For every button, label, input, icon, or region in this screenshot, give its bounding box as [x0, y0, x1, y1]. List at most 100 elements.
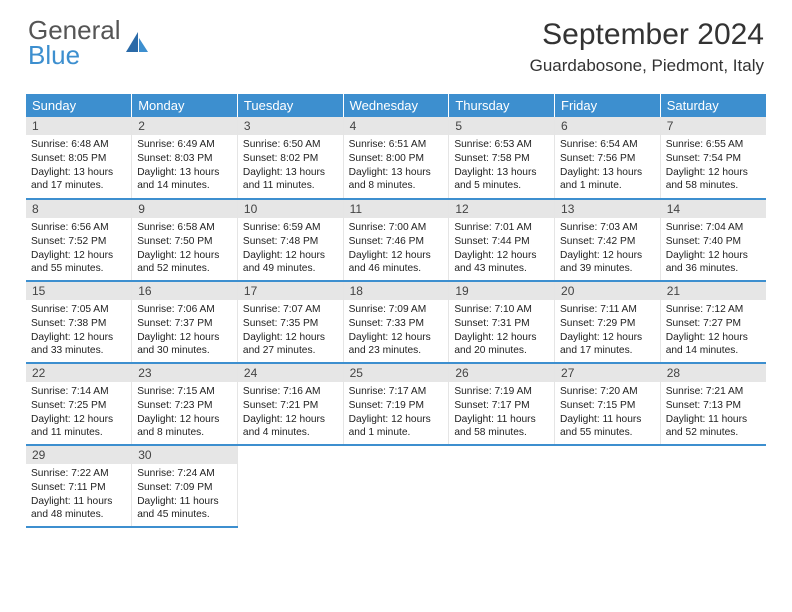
location: Guardabosone, Piedmont, Italy: [530, 56, 764, 76]
calendar-row: 29Sunrise: 7:22 AMSunset: 7:11 PMDayligh…: [26, 445, 766, 527]
day-body: Sunrise: 6:51 AMSunset: 8:00 PMDaylight:…: [344, 135, 449, 197]
day-number: 14: [661, 200, 766, 218]
logo-sail-icon: [124, 30, 150, 56]
day-cell: 20Sunrise: 7:11 AMSunset: 7:29 PMDayligh…: [555, 281, 661, 363]
day-body: Sunrise: 7:14 AMSunset: 7:25 PMDaylight:…: [26, 382, 131, 444]
empty-cell: [237, 445, 343, 527]
day-number: 30: [132, 446, 237, 464]
day-cell: 27Sunrise: 7:20 AMSunset: 7:15 PMDayligh…: [555, 363, 661, 445]
day-cell: 6Sunrise: 6:54 AMSunset: 7:56 PMDaylight…: [555, 117, 661, 199]
day-number: 8: [26, 200, 131, 218]
calendar-body: 1Sunrise: 6:48 AMSunset: 8:05 PMDaylight…: [26, 117, 766, 527]
day-number: 24: [238, 364, 343, 382]
day-cell: 11Sunrise: 7:00 AMSunset: 7:46 PMDayligh…: [343, 199, 449, 281]
day-body: Sunrise: 7:03 AMSunset: 7:42 PMDaylight:…: [555, 218, 660, 280]
day-number: 18: [344, 282, 449, 300]
day-body: Sunrise: 7:16 AMSunset: 7:21 PMDaylight:…: [238, 382, 343, 444]
weekday-header: Saturday: [660, 94, 766, 117]
day-body: Sunrise: 7:07 AMSunset: 7:35 PMDaylight:…: [238, 300, 343, 362]
day-number: 9: [132, 200, 237, 218]
day-body: Sunrise: 7:11 AMSunset: 7:29 PMDaylight:…: [555, 300, 660, 362]
day-body: Sunrise: 6:49 AMSunset: 8:03 PMDaylight:…: [132, 135, 237, 197]
day-body: Sunrise: 7:20 AMSunset: 7:15 PMDaylight:…: [555, 382, 660, 444]
day-cell: 17Sunrise: 7:07 AMSunset: 7:35 PMDayligh…: [237, 281, 343, 363]
weekday-header: Tuesday: [237, 94, 343, 117]
day-number: 20: [555, 282, 660, 300]
month-title: September 2024: [530, 18, 764, 52]
day-number: 6: [555, 117, 660, 135]
weekday-header-row: SundayMondayTuesdayWednesdayThursdayFrid…: [26, 94, 766, 117]
day-body: Sunrise: 7:15 AMSunset: 7:23 PMDaylight:…: [132, 382, 237, 444]
day-body: Sunrise: 6:56 AMSunset: 7:52 PMDaylight:…: [26, 218, 131, 280]
day-cell: 25Sunrise: 7:17 AMSunset: 7:19 PMDayligh…: [343, 363, 449, 445]
weekday-header: Wednesday: [343, 94, 449, 117]
day-body: Sunrise: 7:04 AMSunset: 7:40 PMDaylight:…: [661, 218, 766, 280]
day-number: 16: [132, 282, 237, 300]
day-cell: 7Sunrise: 6:55 AMSunset: 7:54 PMDaylight…: [660, 117, 766, 199]
header: General Blue September 2024 Guardabosone…: [0, 0, 792, 86]
weekday-header: Monday: [132, 94, 238, 117]
day-cell: 21Sunrise: 7:12 AMSunset: 7:27 PMDayligh…: [660, 281, 766, 363]
day-cell: 28Sunrise: 7:21 AMSunset: 7:13 PMDayligh…: [660, 363, 766, 445]
logo-text: General Blue: [28, 18, 121, 67]
calendar-row: 15Sunrise: 7:05 AMSunset: 7:38 PMDayligh…: [26, 281, 766, 363]
calendar-row: 22Sunrise: 7:14 AMSunset: 7:25 PMDayligh…: [26, 363, 766, 445]
calendar-row: 8Sunrise: 6:56 AMSunset: 7:52 PMDaylight…: [26, 199, 766, 281]
day-cell: 19Sunrise: 7:10 AMSunset: 7:31 PMDayligh…: [449, 281, 555, 363]
day-body: Sunrise: 7:05 AMSunset: 7:38 PMDaylight:…: [26, 300, 131, 362]
day-number: 7: [661, 117, 766, 135]
day-body: Sunrise: 6:58 AMSunset: 7:50 PMDaylight:…: [132, 218, 237, 280]
day-cell: 13Sunrise: 7:03 AMSunset: 7:42 PMDayligh…: [555, 199, 661, 281]
day-number: 4: [344, 117, 449, 135]
day-cell: 23Sunrise: 7:15 AMSunset: 7:23 PMDayligh…: [132, 363, 238, 445]
day-cell: 2Sunrise: 6:49 AMSunset: 8:03 PMDaylight…: [132, 117, 238, 199]
day-body: Sunrise: 7:09 AMSunset: 7:33 PMDaylight:…: [344, 300, 449, 362]
day-body: Sunrise: 7:24 AMSunset: 7:09 PMDaylight:…: [132, 464, 237, 526]
day-number: 23: [132, 364, 237, 382]
day-cell: 30Sunrise: 7:24 AMSunset: 7:09 PMDayligh…: [132, 445, 238, 527]
day-cell: 14Sunrise: 7:04 AMSunset: 7:40 PMDayligh…: [660, 199, 766, 281]
day-cell: 3Sunrise: 6:50 AMSunset: 8:02 PMDaylight…: [237, 117, 343, 199]
day-body: Sunrise: 6:59 AMSunset: 7:48 PMDaylight:…: [238, 218, 343, 280]
empty-cell: [449, 445, 555, 527]
day-body: Sunrise: 7:01 AMSunset: 7:44 PMDaylight:…: [449, 218, 554, 280]
day-cell: 16Sunrise: 7:06 AMSunset: 7:37 PMDayligh…: [132, 281, 238, 363]
day-body: Sunrise: 7:21 AMSunset: 7:13 PMDaylight:…: [661, 382, 766, 444]
day-number: 5: [449, 117, 554, 135]
day-number: 11: [344, 200, 449, 218]
calendar-row: 1Sunrise: 6:48 AMSunset: 8:05 PMDaylight…: [26, 117, 766, 199]
day-number: 15: [26, 282, 131, 300]
day-cell: 5Sunrise: 6:53 AMSunset: 7:58 PMDaylight…: [449, 117, 555, 199]
day-number: 28: [661, 364, 766, 382]
logo: General Blue: [28, 18, 150, 67]
day-cell: 1Sunrise: 6:48 AMSunset: 8:05 PMDaylight…: [26, 117, 132, 199]
day-number: 29: [26, 446, 131, 464]
day-body: Sunrise: 7:17 AMSunset: 7:19 PMDaylight:…: [344, 382, 449, 444]
day-number: 1: [26, 117, 131, 135]
day-cell: 24Sunrise: 7:16 AMSunset: 7:21 PMDayligh…: [237, 363, 343, 445]
day-cell: 15Sunrise: 7:05 AMSunset: 7:38 PMDayligh…: [26, 281, 132, 363]
day-cell: 9Sunrise: 6:58 AMSunset: 7:50 PMDaylight…: [132, 199, 238, 281]
day-cell: 4Sunrise: 6:51 AMSunset: 8:00 PMDaylight…: [343, 117, 449, 199]
day-body: Sunrise: 7:12 AMSunset: 7:27 PMDaylight:…: [661, 300, 766, 362]
day-cell: 18Sunrise: 7:09 AMSunset: 7:33 PMDayligh…: [343, 281, 449, 363]
logo-part2: Blue: [28, 40, 80, 70]
day-number: 13: [555, 200, 660, 218]
day-cell: 10Sunrise: 6:59 AMSunset: 7:48 PMDayligh…: [237, 199, 343, 281]
day-cell: 22Sunrise: 7:14 AMSunset: 7:25 PMDayligh…: [26, 363, 132, 445]
weekday-header: Friday: [555, 94, 661, 117]
empty-cell: [555, 445, 661, 527]
day-cell: 12Sunrise: 7:01 AMSunset: 7:44 PMDayligh…: [449, 199, 555, 281]
day-cell: 26Sunrise: 7:19 AMSunset: 7:17 PMDayligh…: [449, 363, 555, 445]
day-number: 3: [238, 117, 343, 135]
day-number: 25: [344, 364, 449, 382]
day-body: Sunrise: 7:22 AMSunset: 7:11 PMDaylight:…: [26, 464, 131, 526]
day-cell: 29Sunrise: 7:22 AMSunset: 7:11 PMDayligh…: [26, 445, 132, 527]
day-body: Sunrise: 6:53 AMSunset: 7:58 PMDaylight:…: [449, 135, 554, 197]
day-number: 17: [238, 282, 343, 300]
day-number: 12: [449, 200, 554, 218]
day-body: Sunrise: 6:54 AMSunset: 7:56 PMDaylight:…: [555, 135, 660, 197]
day-body: Sunrise: 6:48 AMSunset: 8:05 PMDaylight:…: [26, 135, 131, 197]
empty-cell: [660, 445, 766, 527]
day-body: Sunrise: 6:50 AMSunset: 8:02 PMDaylight:…: [238, 135, 343, 197]
